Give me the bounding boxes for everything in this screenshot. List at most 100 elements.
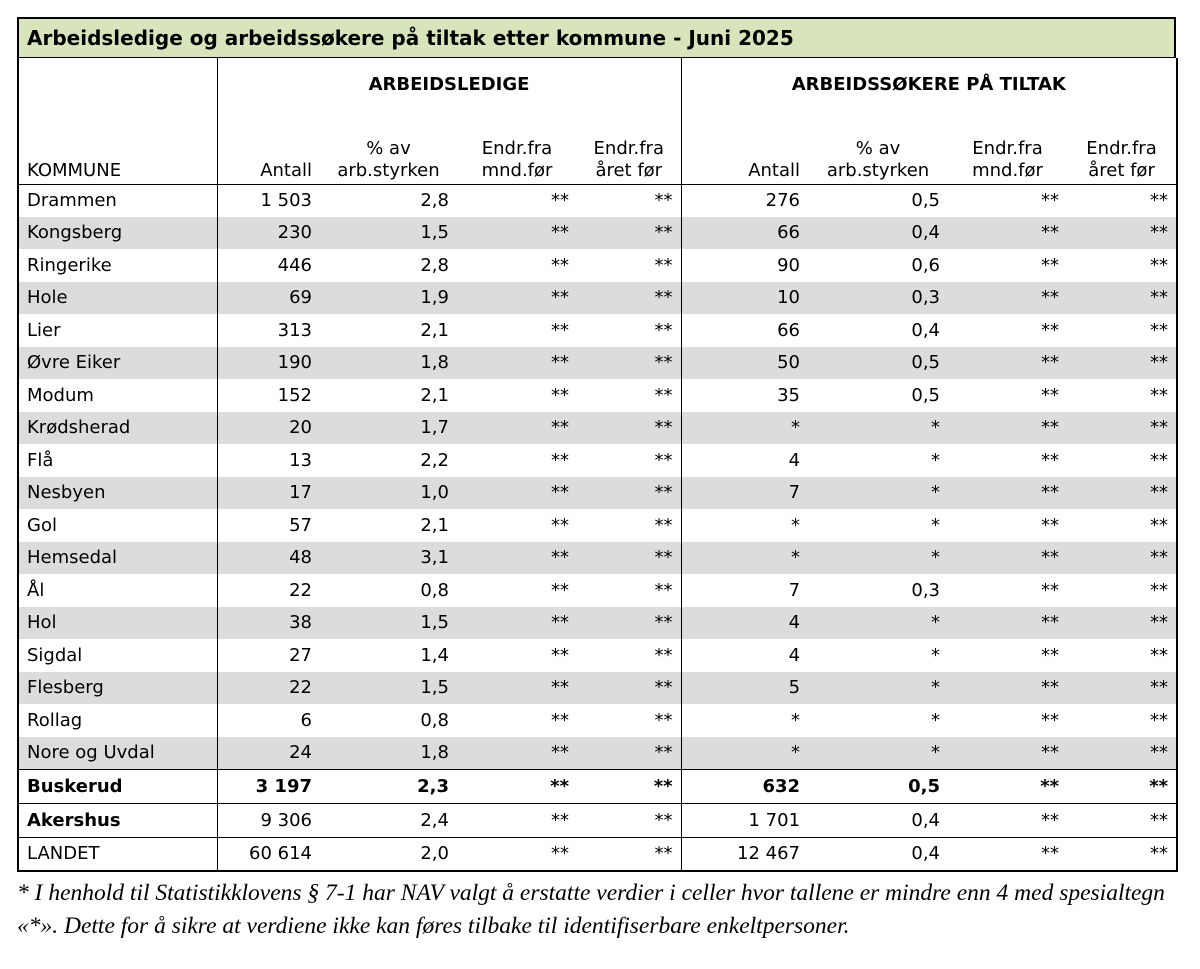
table-row: Nesbyen 17 1,0 ** ** 7 * ** **: [18, 476, 1178, 509]
cell-endr-mnd: **: [457, 216, 577, 249]
cell-antall: 190: [216, 346, 320, 379]
table-body: Drammen 1 503 2,8 ** ** 276 0,5 ** ** Kongsberg 23…: [18, 184, 1178, 871]
cell-antall: 6: [216, 704, 320, 737]
cell-pct: 1,8: [320, 736, 457, 769]
cell-endr-mnd-tiltak: **: [948, 736, 1068, 769]
table-row: Hemsedal 48 3,1 ** ** * * ** **: [18, 541, 1178, 574]
cell-antall-tiltak: 4: [680, 606, 809, 639]
column-header-pct: % av arb.styrken: [320, 106, 457, 185]
cell-antall: 230: [216, 216, 320, 249]
column-header-kommune: KOMMUNE: [18, 106, 217, 185]
cell-pct-tiltak: *: [808, 541, 949, 574]
cell-antall: 38: [216, 606, 320, 639]
cell-kommune: Hol: [18, 606, 217, 639]
cell-endr-mnd-tiltak: **: [948, 606, 1068, 639]
table-row: Buskerud 3 197 2,3 ** ** 632 0,5 ** **: [18, 768, 1178, 803]
cell-antall-tiltak: *: [680, 704, 809, 737]
cell-endr-mnd: **: [551, 319, 569, 341]
cell-endr-mnd: **: [457, 541, 577, 574]
cell-kommune: Ål: [27, 579, 45, 601]
cell-kommune: Nore og Uvdal: [18, 736, 217, 769]
cell-antall: 57: [216, 509, 320, 542]
cell-antall: 20: [216, 411, 320, 444]
cell-pct-tiltak: 0,5: [911, 190, 941, 211]
cell-kommune: Øvre Eiker: [18, 346, 217, 379]
cell-endr-aar: **: [654, 190, 673, 211]
cell-endr-mnd-tiltak: **: [1041, 514, 1060, 536]
table-row: Lier 313 2,1 ** ** 66 0,4 ** **: [18, 314, 1177, 347]
table-row: Hole 69 1,9 ** ** 10 0,3 ** **: [18, 281, 1178, 314]
cell-endr-mnd-tiltak: **: [948, 216, 1068, 249]
cell-endr-mnd-tiltak: **: [948, 346, 1068, 379]
cell-pct: 2,3: [320, 768, 457, 803]
table-row: Øvre Eiker 190 1,8 ** ** 50 0,5 ** **: [18, 346, 1178, 379]
cell-kommune: Gol: [27, 514, 57, 536]
cell-endr-mnd: **: [457, 802, 577, 837]
cell-endr-mnd-tiltak: **: [948, 802, 1068, 837]
cell-pct: 0,8: [420, 579, 449, 601]
cell-pct: 2,8: [420, 190, 449, 211]
cell-antall-tiltak: 5: [680, 671, 809, 704]
cell-kommune: Nesbyen: [18, 476, 217, 509]
cell-endr-mnd-tiltak: **: [948, 281, 1068, 314]
cell-endr-mnd: **: [457, 476, 577, 509]
cell-endr-aar-tiltak: **: [1150, 319, 1169, 341]
cell-antall: 60 614: [216, 836, 320, 871]
cell-antall: 22: [216, 671, 320, 704]
cell-pct-tiltak: 0,6: [911, 254, 941, 276]
cell-kommune: Hole: [18, 281, 217, 314]
table-row: Ringerike 446 2,8 ** ** 90 0,6 ** **: [18, 249, 1177, 282]
cell-antall-tiltak: 90: [680, 249, 809, 282]
cell-pct: 0,8: [420, 709, 449, 731]
cell-kommune: Sigdal: [27, 644, 83, 666]
cell-endr-aar: **: [577, 541, 682, 574]
cell-endr-aar: **: [654, 644, 673, 666]
cell-endr-aar: **: [577, 281, 682, 314]
cell-endr-aar-tiltak: **: [1150, 709, 1169, 731]
cell-endr-mnd: **: [551, 644, 569, 666]
cell-endr-aar: **: [654, 709, 673, 731]
cell-endr-mnd-tiltak: **: [1041, 644, 1060, 666]
cell-antall-tiltak: 1 701: [680, 802, 809, 837]
table-row: Sigdal 27 1,4 ** ** 4 * ** **: [18, 639, 1177, 672]
cell-endr-aar-tiltak: **: [1067, 802, 1178, 837]
cell-pct: 1,5: [320, 671, 457, 704]
cell-endr-aar: **: [577, 736, 682, 769]
cell-endr-aar-tiltak: **: [1150, 449, 1169, 471]
cell-endr-mnd: **: [551, 709, 569, 731]
cell-pct: 2,1: [420, 514, 449, 536]
cell-endr-mnd-tiltak: **: [1041, 190, 1060, 211]
cell-antall-tiltak: 4: [680, 444, 809, 477]
cell-endr-aar: **: [654, 514, 673, 536]
column-header-endr-aar-tiltak: Endr.fra året før: [1067, 106, 1178, 185]
cell-pct: 3,1: [320, 541, 457, 574]
column-header-row: KOMMUNE Antall % av arb.styrken Endr.fra m…: [18, 106, 1178, 185]
cell-endr-mnd-tiltak: **: [1041, 449, 1060, 471]
cell-endr-aar: **: [577, 802, 682, 837]
cell-kommune: Hemsedal: [18, 541, 217, 574]
cell-endr-aar-tiltak: **: [1067, 346, 1178, 379]
cell-endr-mnd-tiltak: **: [1041, 254, 1060, 276]
cell-pct-tiltak: *: [808, 736, 949, 769]
cell-kommune: Flesberg: [18, 671, 217, 704]
group-header-blank: [18, 58, 217, 106]
cell-endr-aar-tiltak: **: [1067, 836, 1178, 871]
table-row: LANDET 60 614 2,0 ** ** 12 467 0,4 ** **: [18, 836, 1178, 871]
cell-endr-mnd: **: [551, 514, 569, 536]
cell-kommune: LANDET: [18, 836, 217, 871]
cell-endr-aar: **: [654, 254, 673, 276]
cell-pct: 1,4: [420, 644, 449, 666]
cell-endr-mnd: **: [457, 281, 577, 314]
table-row: Modum 152 2,1 ** ** 35 0,5 ** **: [18, 379, 1177, 412]
cell-antall-tiltak: 632: [680, 768, 809, 803]
group-header-arbeidsledige: ARBEIDSLEDIGE: [216, 58, 682, 106]
cell-endr-aar: **: [577, 606, 682, 639]
cell-antall: 69: [216, 281, 320, 314]
cell-endr-mnd: **: [457, 346, 577, 379]
cell-endr-mnd-tiltak: **: [948, 541, 1068, 574]
cell-endr-aar: **: [654, 449, 673, 471]
cell-endr-aar-tiltak: **: [1150, 579, 1169, 601]
table-row: Drammen 1 503 2,8 ** ** 276 0,5 ** **: [18, 184, 1177, 217]
cell-antall: 17: [216, 476, 320, 509]
cell-antall: 24: [216, 736, 320, 769]
